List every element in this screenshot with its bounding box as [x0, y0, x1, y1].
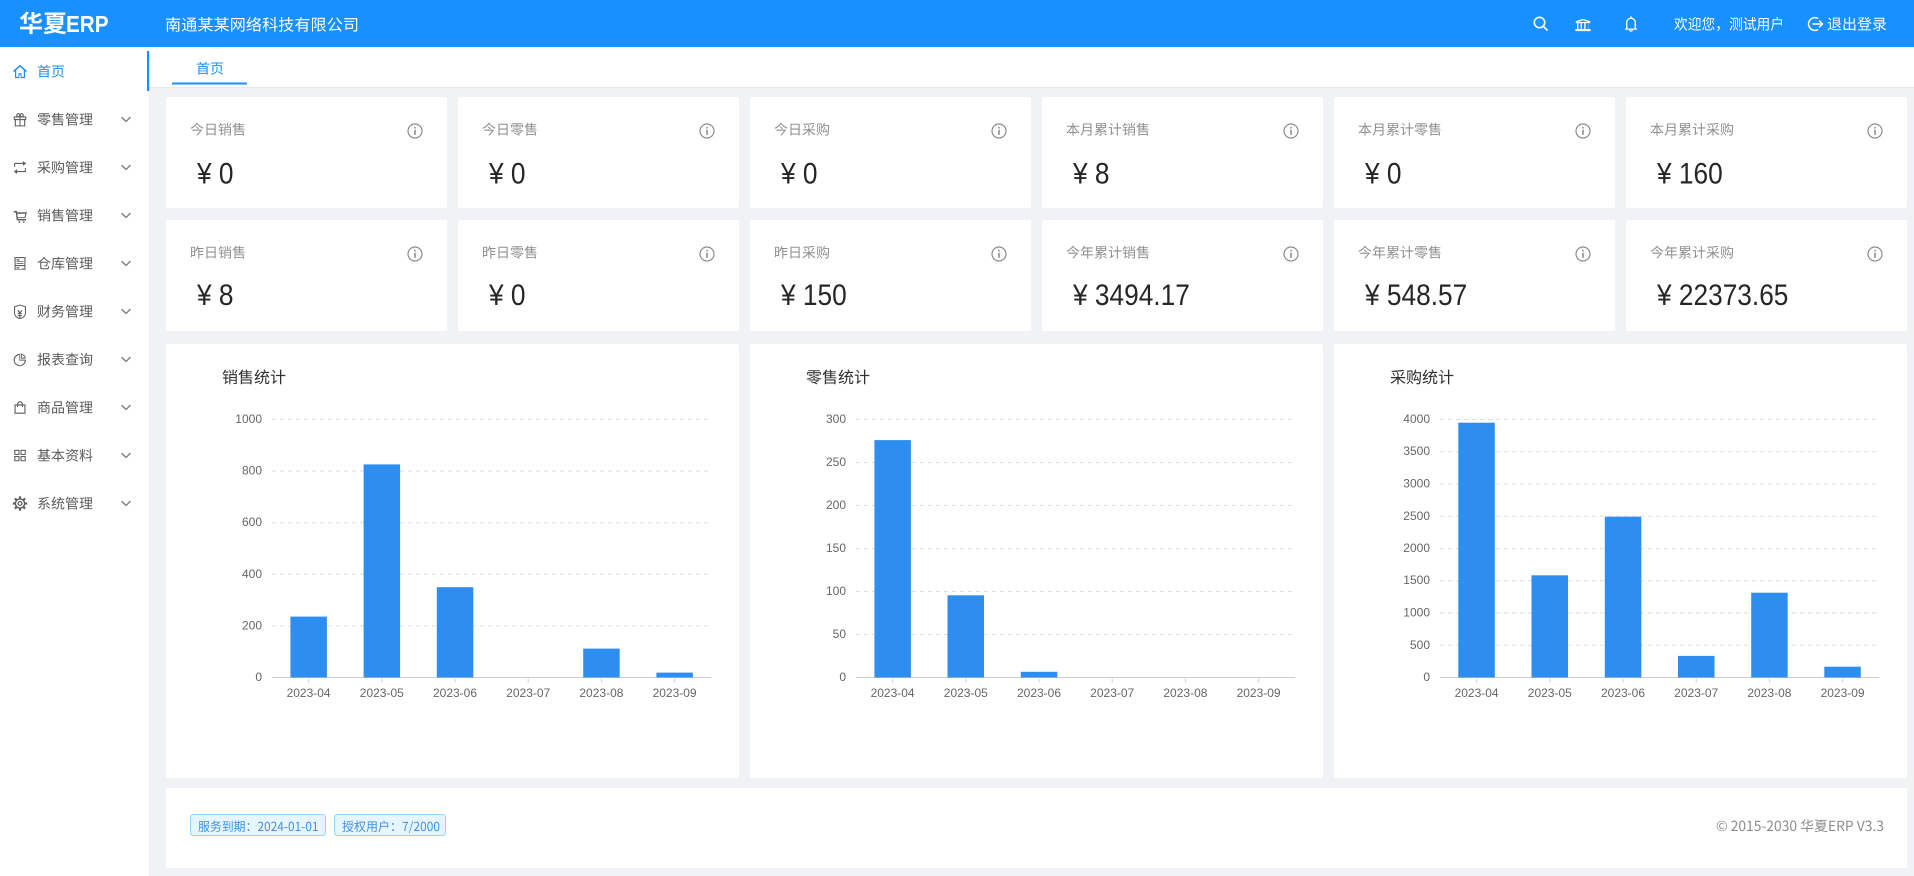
svg-text:2023-09: 2023-09: [1821, 686, 1865, 700]
svg-text:¥ 8: ¥ 8: [196, 279, 233, 312]
svg-text:2023-04: 2023-04: [287, 686, 331, 700]
svg-text:0: 0: [255, 670, 262, 684]
svg-text:100: 100: [826, 584, 846, 598]
svg-text:3000: 3000: [1403, 477, 1430, 491]
svg-text:2023-08: 2023-08: [1163, 686, 1207, 700]
svg-text:2023-06: 2023-06: [1601, 686, 1645, 700]
svg-text:200: 200: [826, 498, 846, 512]
svg-text:1000: 1000: [1403, 606, 1430, 620]
svg-text:ERP: ERP: [66, 11, 109, 37]
svg-text:¥ 0: ¥ 0: [1364, 158, 1401, 191]
svg-text:¥ 0: ¥ 0: [488, 158, 525, 191]
svg-text:150: 150: [826, 541, 846, 555]
svg-text:¥ 0: ¥ 0: [196, 158, 233, 191]
svg-text:¥ 548.57: ¥ 548.57: [1364, 279, 1467, 312]
svg-text:2500: 2500: [1403, 509, 1430, 523]
svg-text:250: 250: [826, 455, 846, 469]
svg-text:2023-09: 2023-09: [1237, 686, 1281, 700]
svg-text:400: 400: [242, 567, 262, 581]
svg-text:2023-08: 2023-08: [1747, 686, 1791, 700]
svg-text:2023-05: 2023-05: [360, 686, 404, 700]
svg-text:2023-05: 2023-05: [1528, 686, 1572, 700]
svg-text:2023-09: 2023-09: [653, 686, 697, 700]
svg-text:¥ 3494.17: ¥ 3494.17: [1072, 279, 1190, 312]
svg-text:¥ 22373.65: ¥ 22373.65: [1656, 279, 1788, 312]
svg-text:2023-07: 2023-07: [506, 686, 550, 700]
svg-text:0: 0: [839, 670, 846, 684]
svg-text:2023-07: 2023-07: [1090, 686, 1134, 700]
svg-text:¥ 0: ¥ 0: [488, 279, 525, 312]
svg-text:¥ 150: ¥ 150: [780, 279, 847, 312]
svg-text:¥ 8: ¥ 8: [1072, 158, 1109, 191]
svg-text:2023-07: 2023-07: [1674, 686, 1718, 700]
svg-text:800: 800: [242, 464, 262, 478]
svg-text:2023-06: 2023-06: [433, 686, 477, 700]
svg-text:¥ 160: ¥ 160: [1656, 158, 1723, 191]
svg-text:200: 200: [242, 618, 262, 632]
svg-text:50: 50: [833, 627, 847, 641]
svg-text:2023-05: 2023-05: [944, 686, 988, 700]
svg-text:4000: 4000: [1403, 412, 1430, 426]
svg-text:600: 600: [242, 515, 262, 529]
svg-text:2000: 2000: [1403, 541, 1430, 555]
svg-text:0: 0: [1423, 670, 1430, 684]
svg-text:2023-04: 2023-04: [1455, 686, 1499, 700]
svg-text:1000: 1000: [235, 412, 262, 426]
svg-text:500: 500: [1410, 638, 1430, 652]
svg-text:3500: 3500: [1403, 444, 1430, 458]
svg-text:¥ 0: ¥ 0: [780, 158, 817, 191]
svg-text:2023-08: 2023-08: [579, 686, 623, 700]
svg-text:1500: 1500: [1403, 573, 1430, 587]
svg-text:2023-06: 2023-06: [1017, 686, 1061, 700]
svg-text:2023-04: 2023-04: [871, 686, 915, 700]
svg-text:300: 300: [826, 412, 846, 426]
